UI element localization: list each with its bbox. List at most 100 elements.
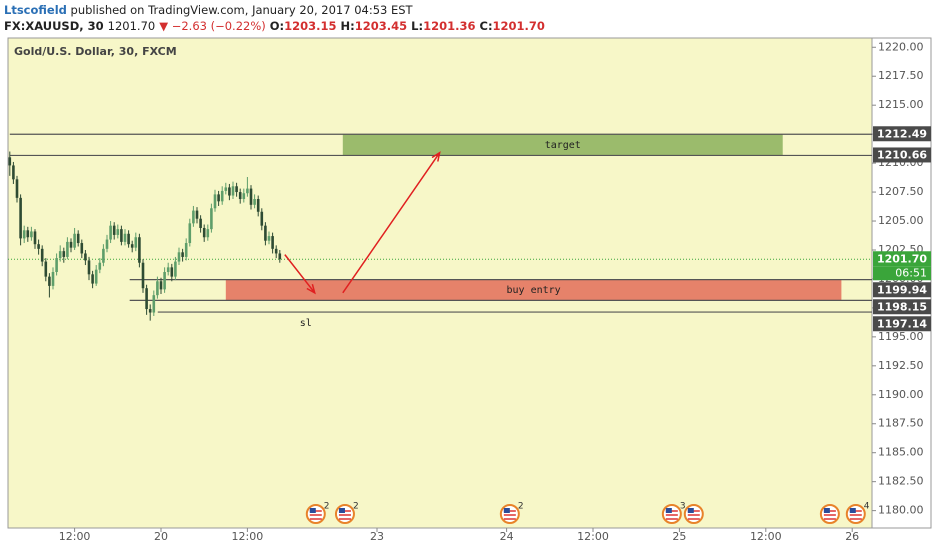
candle-body bbox=[177, 252, 181, 262]
candle-body bbox=[220, 190, 224, 202]
event-icon: 2 bbox=[499, 502, 524, 524]
price-label-box bbox=[873, 299, 931, 315]
candle-body bbox=[242, 193, 246, 200]
event-icon: 3 bbox=[661, 502, 686, 524]
candle-body bbox=[224, 187, 228, 191]
candle-body bbox=[87, 260, 91, 275]
candle-body bbox=[48, 276, 51, 286]
candle-body bbox=[184, 243, 188, 257]
candle-body bbox=[206, 229, 210, 238]
y-tick-label: 1215.00 bbox=[878, 98, 924, 111]
last: 1201.70 bbox=[107, 19, 156, 33]
candle-body bbox=[112, 225, 116, 235]
zone bbox=[225, 279, 842, 301]
price-label-box bbox=[873, 316, 931, 332]
candle-body bbox=[37, 244, 40, 249]
candle-body bbox=[138, 237, 141, 263]
flag-canton bbox=[338, 508, 345, 513]
candle-body bbox=[278, 253, 282, 260]
price-label-box bbox=[873, 282, 931, 298]
arrow bbox=[342, 151, 441, 294]
candle-body bbox=[267, 236, 271, 241]
candle-body bbox=[73, 233, 76, 248]
annotation: sl bbox=[300, 318, 312, 329]
candle-body bbox=[15, 179, 19, 198]
candle-body bbox=[228, 187, 231, 196]
event-icon: 4 bbox=[845, 502, 870, 524]
event-circle bbox=[305, 504, 326, 524]
event-count: 2 bbox=[324, 502, 330, 512]
event-icon bbox=[683, 504, 704, 524]
candle-body bbox=[66, 241, 69, 257]
candle-body bbox=[30, 231, 33, 238]
y-tick-label: 1185.00 bbox=[878, 446, 924, 459]
zone bbox=[342, 134, 783, 156]
candle-body bbox=[235, 186, 238, 193]
event-circle bbox=[499, 504, 520, 524]
candle-body bbox=[76, 233, 80, 244]
quote-line: FX:XAUUSD, 30 1201.70 ▼ −2.63 (−0.22%) O… bbox=[4, 19, 549, 33]
candle-body bbox=[238, 192, 242, 200]
candle-body bbox=[22, 230, 26, 239]
x-tick-label: 26 bbox=[845, 530, 859, 543]
y-tick-label: 1182.50 bbox=[878, 475, 924, 488]
candle-body bbox=[40, 248, 44, 262]
author[interactable]: Ltscofield bbox=[4, 3, 67, 17]
candle-body bbox=[80, 243, 84, 254]
price-label: 1210.66 bbox=[877, 148, 927, 161]
candle-body bbox=[130, 244, 134, 248]
countdown: 06:51 bbox=[895, 266, 927, 279]
candle-body bbox=[213, 194, 217, 209]
flag-canton bbox=[823, 508, 830, 513]
zone-label: buy entry bbox=[507, 285, 561, 296]
countdown-box bbox=[873, 266, 931, 281]
price-label: 1199.94 bbox=[877, 283, 927, 296]
flag-canton bbox=[503, 508, 510, 513]
candle-body bbox=[192, 210, 195, 224]
ohlc-value: 1203.45 bbox=[354, 19, 408, 33]
candle-body bbox=[170, 267, 174, 277]
candle-body bbox=[109, 225, 112, 240]
candle-body bbox=[174, 261, 177, 277]
event-circle bbox=[661, 504, 682, 524]
ohlc-key: C: bbox=[479, 19, 493, 33]
candle-body bbox=[84, 253, 87, 261]
candle-body bbox=[55, 258, 58, 272]
x-tick-label: 24 bbox=[500, 530, 514, 543]
y-tick-label: 1195.00 bbox=[878, 330, 924, 343]
event-circle bbox=[683, 504, 704, 524]
event-count: 4 bbox=[864, 502, 870, 512]
zone-label: target bbox=[545, 140, 581, 151]
candle-body bbox=[141, 262, 145, 289]
y-tick-label: 1217.50 bbox=[878, 69, 924, 82]
event-icon bbox=[819, 504, 840, 524]
candle-body bbox=[69, 241, 73, 248]
candle-body bbox=[91, 274, 94, 284]
candle-body bbox=[134, 237, 138, 248]
event-icon: 2 bbox=[305, 502, 330, 524]
arrow bbox=[284, 254, 316, 295]
y-tick-label: 1180.00 bbox=[878, 504, 924, 517]
ohlc-value: 1201.36 bbox=[423, 19, 476, 33]
chart-title: Gold/U.S. Dollar, 30, FXCM bbox=[14, 45, 177, 58]
candle-body bbox=[260, 211, 264, 226]
candle-body bbox=[58, 251, 62, 259]
event-circle bbox=[334, 504, 355, 524]
candle-body bbox=[256, 199, 260, 212]
event-count: 3 bbox=[680, 502, 686, 512]
candle-body bbox=[188, 223, 192, 244]
candle-body bbox=[145, 288, 148, 310]
event-circle bbox=[845, 504, 866, 524]
candle-body bbox=[274, 248, 278, 254]
y-tick-label: 1220.00 bbox=[878, 40, 924, 53]
candle-body bbox=[98, 262, 102, 270]
candle-body bbox=[249, 188, 253, 205]
candle-body bbox=[210, 208, 213, 230]
price-label: 1201.70 bbox=[877, 252, 927, 265]
ohlc-value: 1201.70 bbox=[492, 19, 545, 33]
x-tick-label: 20 bbox=[154, 530, 168, 543]
flag-canton bbox=[665, 508, 672, 513]
x-tick-label: 12:00 bbox=[577, 530, 609, 543]
candle-body bbox=[271, 236, 274, 249]
